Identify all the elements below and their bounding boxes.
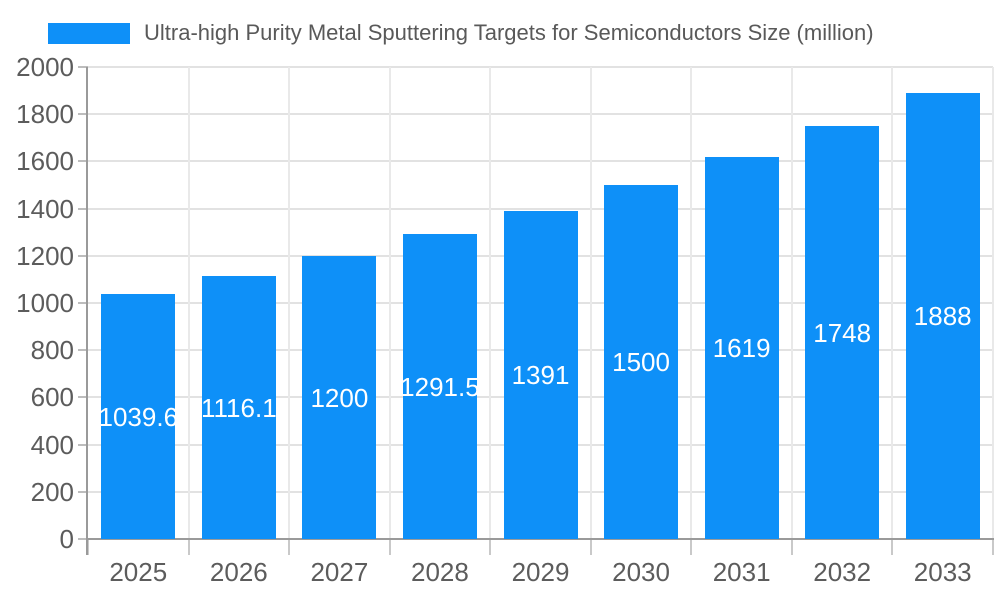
y-axis-tick-label: 1000 xyxy=(16,288,74,318)
bar[interactable] xyxy=(905,93,980,539)
bar[interactable] xyxy=(302,256,377,539)
x-axis-tick-label: 2026 xyxy=(209,557,268,587)
y-axis-tick-label: 200 xyxy=(30,476,74,507)
x-axis-tick xyxy=(288,539,291,555)
y-axis-tick xyxy=(78,443,88,446)
bar-value-label: 1116.1 xyxy=(200,392,277,423)
x-axis-tick-label: 2032 xyxy=(813,557,872,587)
bar[interactable] xyxy=(503,211,578,539)
x-gridline xyxy=(992,67,994,539)
bar[interactable] xyxy=(101,294,176,539)
y-axis-tick-label: 2000 xyxy=(16,52,74,82)
y-axis-tick-label: 600 xyxy=(30,382,74,413)
y-axis-tick xyxy=(78,160,88,163)
x-axis-line xyxy=(86,538,994,540)
x-axis-tick xyxy=(690,539,693,555)
bar-value-label: 1888 xyxy=(913,301,972,331)
y-axis-tick-label: 1800 xyxy=(16,99,74,130)
x-gridline xyxy=(790,67,793,539)
bar-value-label: 1619 xyxy=(712,333,771,363)
y-axis-tick-label: 1200 xyxy=(16,240,74,271)
y-axis-tick xyxy=(78,538,88,540)
x-axis-tick-label: 2027 xyxy=(310,557,369,587)
x-axis-tick xyxy=(87,539,89,555)
x-gridline xyxy=(187,67,190,539)
x-gridline xyxy=(690,67,693,539)
x-gridline xyxy=(388,67,391,539)
bar-value-label: 1291.5 xyxy=(400,371,480,402)
x-axis-tick-label: 2028 xyxy=(411,557,469,587)
bar[interactable] xyxy=(201,276,276,539)
legend-swatch-icon[interactable] xyxy=(48,22,130,44)
x-axis-tick xyxy=(891,539,894,555)
y-gridline xyxy=(88,66,993,68)
x-gridline xyxy=(891,67,894,539)
y-axis-tick-label: 1400 xyxy=(16,193,74,224)
legend-label[interactable]: Ultra-high Purity Metal Sputtering Targe… xyxy=(144,20,874,45)
y-axis-tick xyxy=(78,302,88,304)
y-axis-tick xyxy=(78,207,88,210)
x-axis-tick-label: 2030 xyxy=(612,557,670,587)
y-gridline xyxy=(88,207,993,210)
x-axis-tick-label: 2029 xyxy=(511,557,570,587)
x-axis-tick xyxy=(790,539,793,555)
x-axis-tick xyxy=(489,539,492,555)
bar[interactable] xyxy=(604,185,679,539)
y-axis-tick-label: 400 xyxy=(30,429,74,460)
x-axis-tick-label: 2025 xyxy=(109,557,168,587)
bar[interactable] xyxy=(805,126,880,539)
x-axis-tick xyxy=(388,539,391,555)
y-axis-tick-label: 800 xyxy=(30,335,74,366)
y-gridline xyxy=(88,160,993,163)
y-axis-tick xyxy=(78,490,88,493)
x-axis-tick-label: 2031 xyxy=(712,557,771,587)
bar-value-label: 1039.6 xyxy=(98,401,179,432)
y-axis-tick xyxy=(78,66,88,68)
bar-value-label: 1391 xyxy=(511,360,570,390)
y-axis-tick-label: 0 xyxy=(59,524,74,554)
y-axis-tick xyxy=(78,113,88,116)
bar-value-label: 1500 xyxy=(612,347,670,377)
y-axis-line xyxy=(86,67,88,555)
x-axis-tick xyxy=(992,539,994,555)
x-axis-tick xyxy=(589,539,592,555)
x-gridline xyxy=(489,67,492,539)
x-axis-tick xyxy=(187,539,190,555)
x-axis-tick-label: 2033 xyxy=(913,557,972,587)
bar-value-label: 1748 xyxy=(813,317,872,348)
y-axis-tick xyxy=(78,396,88,399)
y-axis-tick-label: 1600 xyxy=(16,146,74,177)
x-gridline xyxy=(589,67,592,539)
bar-value-label: 1200 xyxy=(310,382,369,413)
y-axis-tick xyxy=(78,254,88,257)
bar[interactable] xyxy=(704,157,779,539)
y-axis-tick xyxy=(78,349,88,352)
bar[interactable] xyxy=(402,234,477,539)
x-gridline xyxy=(288,67,291,539)
y-gridline xyxy=(88,113,993,116)
legend[interactable]: Ultra-high Purity Metal Sputtering Targe… xyxy=(48,20,874,46)
